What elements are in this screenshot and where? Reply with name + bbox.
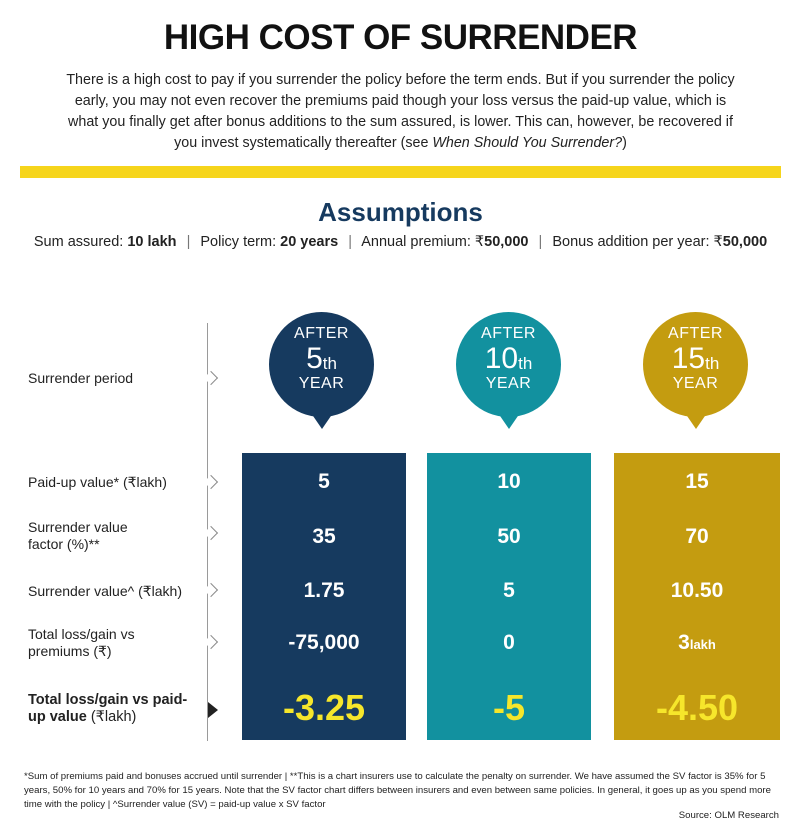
column-5th-year: 5 35 1.75 -75,000 -3.25 bbox=[242, 453, 406, 740]
cell-loss-vs-premiums: 0 bbox=[503, 631, 515, 654]
column-15th-year: 15 70 10.50 3lakh -4.50 bbox=[614, 453, 780, 740]
cell-paid-up-value: 5 bbox=[318, 470, 330, 493]
cell-paid-up-value: 15 bbox=[685, 470, 709, 493]
cell-loss-vs-paid-up: -5 bbox=[492, 687, 525, 728]
cell-loss-vs-premiums: -75,000 bbox=[288, 631, 360, 654]
cell-surrender-value: 10.50 bbox=[670, 579, 724, 602]
column-10th-year: 10 50 5 0 -5 bbox=[427, 453, 591, 740]
assumptions-row: Sum assured: 10 lakh | Policy term: 20 y… bbox=[0, 234, 801, 250]
cell-sv-factor: 35 bbox=[312, 525, 336, 548]
cell-paid-up-value: 10 bbox=[497, 470, 521, 493]
assumptions-title: Assumptions bbox=[318, 197, 483, 227]
row-label-loss-vs-premiums: Total loss/gain vs premiums (₹) bbox=[28, 626, 135, 659]
intro-reference: When Should You Surrender? bbox=[432, 135, 623, 151]
row-label-loss-vs-paid-up: Total loss/gain vs paid-up value (₹lakh) bbox=[28, 692, 188, 725]
assumption-separator: | bbox=[538, 234, 543, 250]
intro-close: ) bbox=[622, 135, 627, 151]
assumption-separator: | bbox=[186, 234, 191, 250]
triangle-right-icon bbox=[208, 702, 218, 718]
cell-loss-vs-paid-up: -4.50 bbox=[655, 687, 739, 728]
cell-sv-factor: 50 bbox=[497, 525, 521, 548]
cell-loss-vs-premiums: 3lakh bbox=[678, 631, 716, 654]
assumption-separator: | bbox=[348, 234, 353, 250]
row-label-paid-up-value: Paid-up value* (₹lakh) bbox=[28, 474, 167, 490]
source-credit: Source: OLM Research bbox=[678, 810, 779, 821]
page-title: HIGH COST OF SURRENDER bbox=[163, 18, 638, 57]
bubble-after-15th-year: AFTER 15th YEAR bbox=[643, 312, 748, 429]
cell-sv-factor: 70 bbox=[685, 525, 709, 548]
assumption-annual-premium: Annual premium: ₹50,000 bbox=[361, 234, 529, 250]
row-label-surrender-value: Surrender value^ (₹lakh) bbox=[28, 583, 182, 599]
assumption-sum-assured: Sum assured: 10 lakh bbox=[33, 234, 177, 250]
intro-text: There is a high cost to pay if you surre… bbox=[66, 72, 735, 151]
row-label-surrender-period: Surrender period bbox=[28, 370, 134, 386]
footnote: *Sum of premiums paid and bonuses accrue… bbox=[24, 771, 771, 810]
bubble-after-10th-year: AFTER 10th YEAR bbox=[456, 312, 561, 429]
bubble-after-5th-year: AFTER 5th YEAR bbox=[269, 312, 374, 429]
assumption-bonus-addition: Bonus addition per year: ₹50,000 bbox=[552, 234, 768, 250]
cell-loss-vs-paid-up: -3.25 bbox=[282, 687, 366, 728]
yellow-divider-band bbox=[20, 166, 781, 178]
cell-surrender-value: 1.75 bbox=[303, 579, 345, 602]
assumption-policy-term: Policy term: 20 years bbox=[200, 234, 339, 250]
cell-surrender-value: 5 bbox=[503, 579, 515, 602]
intro-paragraph: There is a high cost to pay if you surre… bbox=[60, 70, 741, 154]
row-label-sv-factor: Surrender value factor (%)** bbox=[28, 519, 128, 552]
